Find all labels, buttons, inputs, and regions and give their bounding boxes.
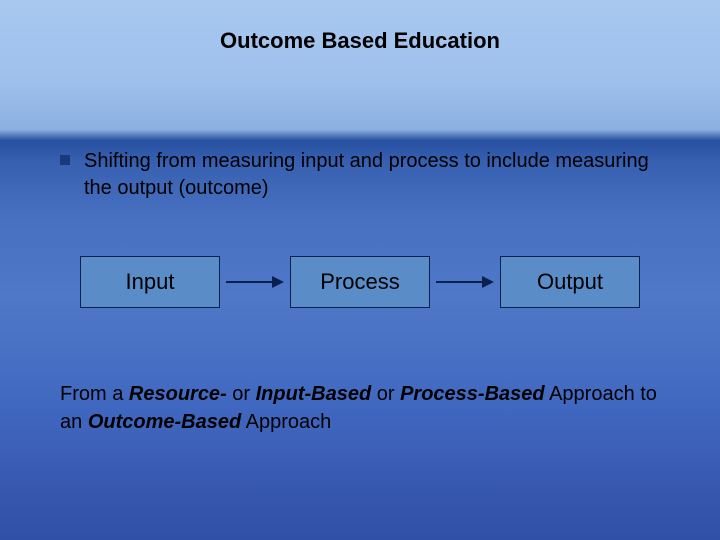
flow-node-output: Output xyxy=(500,256,640,308)
caption-plain: or xyxy=(227,383,256,405)
arrow-head-icon xyxy=(272,276,284,288)
arrow-icon xyxy=(226,276,284,288)
bullet-text: Shifting from measuring input and proces… xyxy=(84,148,660,202)
caption-plain: From a xyxy=(60,383,129,405)
caption-emphasis: Resource- xyxy=(129,383,227,405)
caption-plain: or xyxy=(371,383,400,405)
flow-node-process: Process xyxy=(290,256,430,308)
flow-diagram: Input Process Output xyxy=(0,256,720,308)
caption-plain: Approach xyxy=(241,411,331,433)
flow-node-input: Input xyxy=(80,256,220,308)
caption-emphasis: Outcome-Based xyxy=(88,411,241,433)
caption-emphasis: Process-Based xyxy=(400,383,545,405)
arrow-head-icon xyxy=(482,276,494,288)
arrow-line xyxy=(436,281,482,283)
arrow-line xyxy=(226,281,272,283)
arrow-icon xyxy=(436,276,494,288)
bullet-square-icon xyxy=(60,155,70,165)
bullet-item: Shifting from measuring input and proces… xyxy=(60,148,660,202)
caption-emphasis: Input-Based xyxy=(256,383,372,405)
caption-text: From a Resource- or Input-Based or Proce… xyxy=(60,380,660,436)
slide-title: Outcome Based Education xyxy=(0,28,720,54)
